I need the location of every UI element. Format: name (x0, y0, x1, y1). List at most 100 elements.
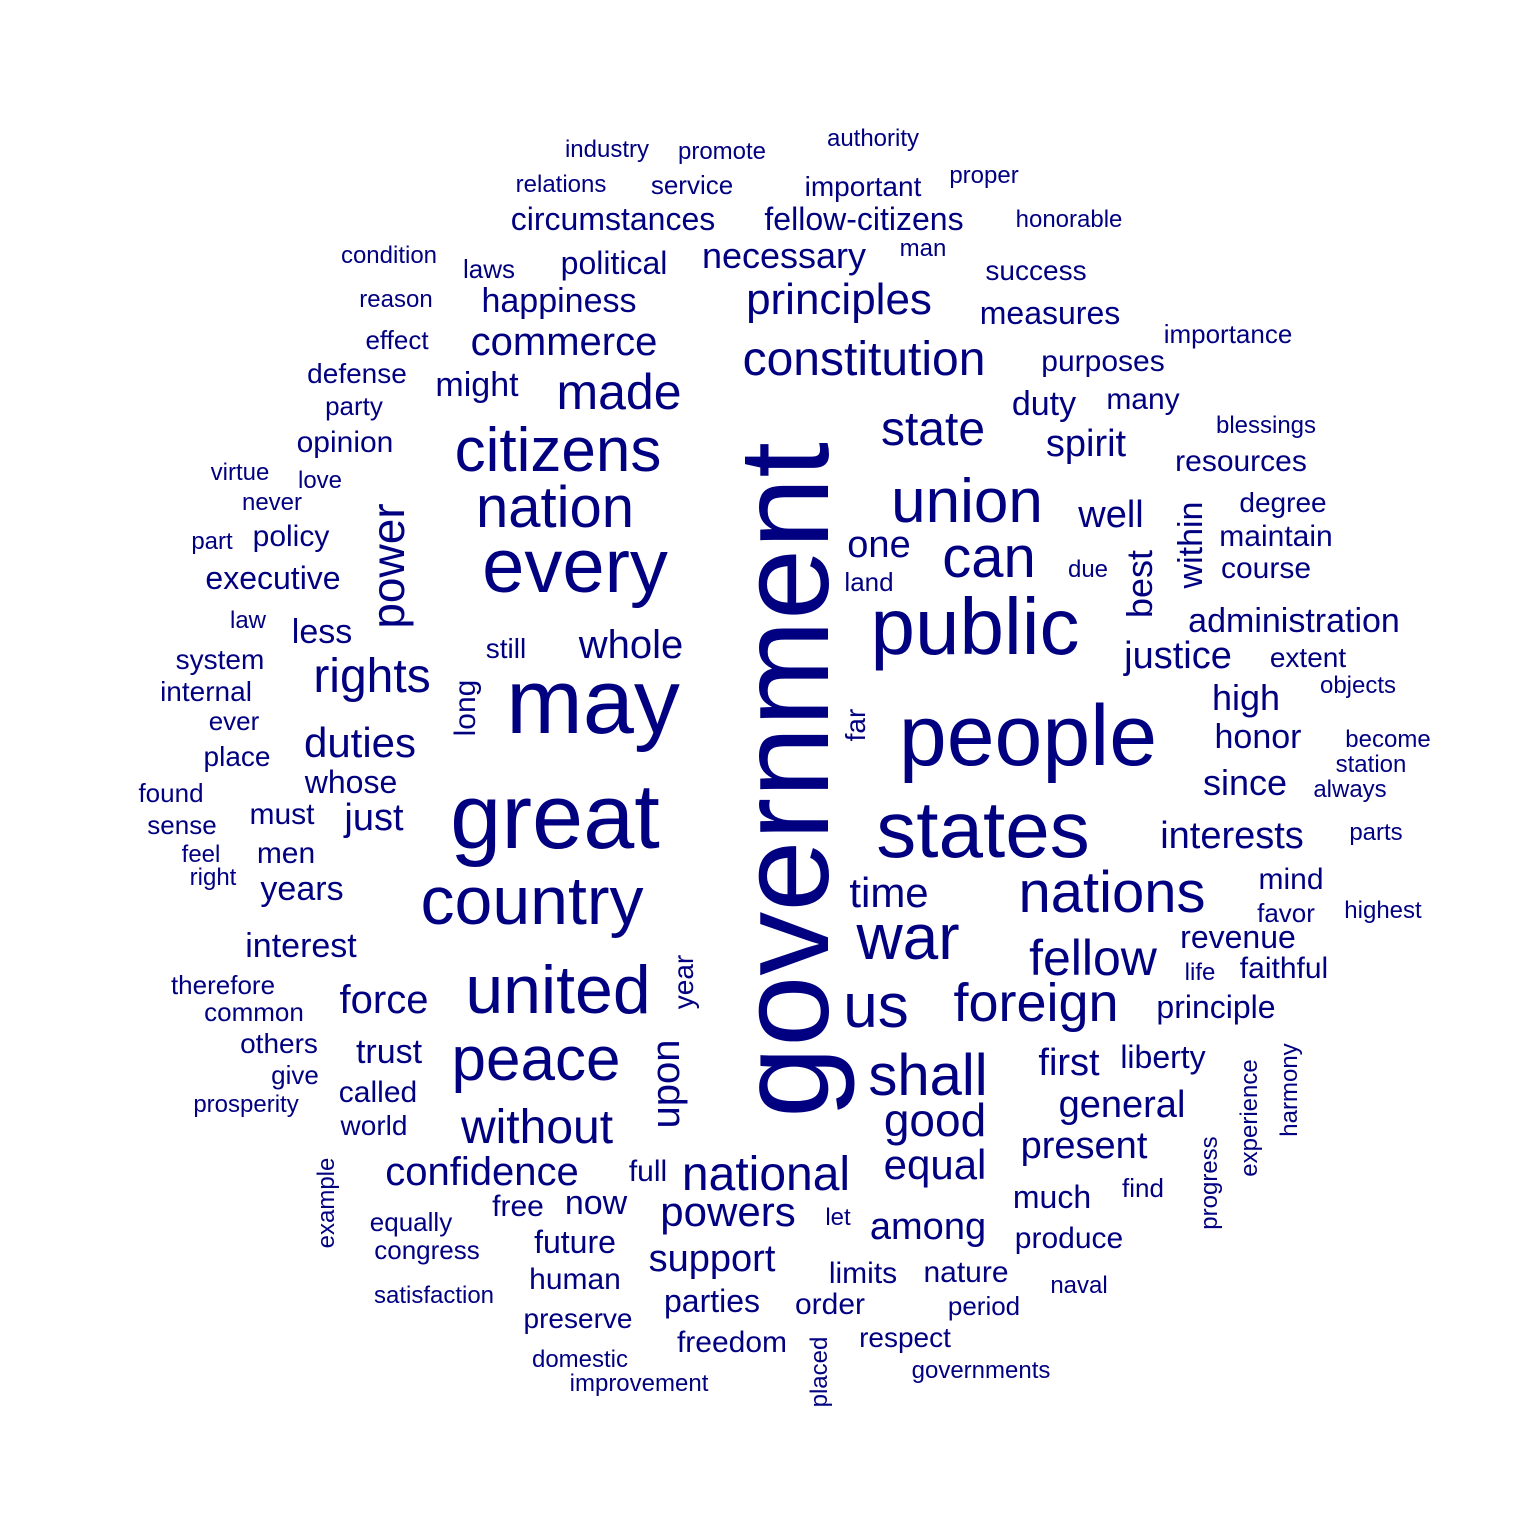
word-principles: principles (746, 275, 932, 324)
word-principle: principle (1156, 989, 1276, 1025)
word-party: party (325, 391, 383, 421)
word-shall: shall (868, 1043, 988, 1108)
word-public: public (870, 582, 1080, 671)
word-man: man (899, 235, 947, 262)
word-national: national (681, 1148, 851, 1201)
word-nations: nations (1018, 860, 1206, 925)
word-important: important (804, 171, 922, 202)
word-highest: highest (1344, 897, 1422, 924)
word-find: find (1122, 1173, 1164, 1203)
word-never: never (241, 489, 303, 516)
word-therefore: therefore (170, 970, 276, 1000)
word-circumstances: circumstances (510, 201, 716, 237)
word-states: states (876, 785, 1090, 874)
word-right: right (189, 864, 237, 891)
word-full: full (628, 1155, 668, 1188)
word-become: become (1345, 726, 1431, 753)
word-found: found (138, 778, 204, 808)
word-within: within (1172, 501, 1210, 589)
word-love: love (297, 467, 343, 494)
word-trust: trust (355, 1033, 423, 1071)
word-less: less (291, 613, 353, 651)
word-laws: laws (462, 254, 516, 284)
word-success: success (985, 255, 1087, 286)
word-reason: reason (359, 286, 433, 313)
word-freedom: freedom (676, 1326, 788, 1359)
word-internal: internal (160, 676, 252, 707)
word-condition: condition (340, 242, 438, 269)
word-present: present (1020, 1125, 1148, 1167)
word-objects: objects (1319, 672, 1397, 699)
word-world: world (340, 1110, 408, 1141)
word-feel: feel (181, 841, 221, 868)
word-parties: parties (663, 1283, 761, 1319)
word-law: law (229, 607, 267, 634)
word-one: one (847, 524, 911, 566)
word-nation: nation (475, 475, 635, 540)
word-due: due (1067, 556, 1109, 583)
word-proper: proper (949, 162, 1019, 189)
word-congress: congress (374, 1235, 480, 1265)
word-improvement: improvement (569, 1370, 709, 1397)
word-promote: promote (677, 138, 767, 165)
word-honorable: honorable (1015, 206, 1123, 233)
word-interests: interests (1160, 815, 1304, 857)
word-among: among (869, 1206, 987, 1248)
word-degree: degree (1239, 487, 1327, 518)
word-administration: administration (1188, 602, 1400, 640)
word-parts: parts (1349, 819, 1403, 846)
word-prosperity: prosperity (193, 1091, 299, 1118)
word-years: years (260, 870, 344, 908)
word-must: must (249, 798, 315, 831)
word-many: many (1106, 383, 1180, 416)
word-system: system (175, 644, 265, 675)
word-defense: defense (307, 358, 407, 389)
word-united: united (465, 952, 651, 1028)
word-equal: equal (883, 1141, 987, 1188)
word-always: always (1313, 776, 1387, 803)
word-long: long (449, 679, 482, 737)
word-respect: respect (859, 1322, 951, 1353)
word-duties: duties (303, 719, 417, 766)
word-effect: effect (365, 325, 429, 355)
word-opinion: opinion (296, 426, 394, 459)
word-naval: naval (1050, 1272, 1108, 1299)
word-place: place (203, 741, 271, 772)
word-future: future (534, 1224, 616, 1260)
word-harmony: harmony (1276, 1043, 1303, 1137)
word-us: us (843, 972, 909, 1041)
word-faithful: faithful (1239, 952, 1329, 985)
word-part: part (191, 528, 233, 555)
word-experience: experience (1236, 1059, 1263, 1177)
word-government: government (713, 442, 856, 1118)
word-period: period (947, 1291, 1021, 1321)
word-might: might (435, 366, 519, 404)
word-may: may (506, 651, 680, 753)
word-fellow: fellow (1029, 930, 1157, 986)
word-state: state (880, 403, 986, 456)
word-interest: interest (245, 927, 357, 965)
word-power: power (362, 503, 414, 629)
word-revenue: revenue (1180, 919, 1296, 955)
word-commerce: commerce (470, 320, 658, 364)
word-importance: importance (1163, 319, 1293, 349)
word-well: well (1078, 494, 1144, 536)
word-great: great (450, 766, 660, 868)
word-confidence: confidence (385, 1150, 579, 1194)
word-liberty: liberty (1120, 1039, 1206, 1075)
word-political: political (560, 245, 668, 281)
word-blessings: blessings (1215, 412, 1317, 439)
word-union: union (891, 467, 1043, 536)
word-powers: powers (660, 1188, 796, 1235)
word-foreign: foreign (953, 973, 1119, 1033)
word-still: still (485, 633, 527, 664)
word-duty: duty (1011, 385, 1077, 423)
word-produce: produce (1014, 1222, 1124, 1255)
word-best: best (1119, 549, 1160, 619)
word-equally: equally (369, 1207, 453, 1237)
word-high: high (1211, 677, 1281, 718)
word-far: far (840, 708, 871, 742)
word-governments: governments (911, 1357, 1051, 1384)
word-spirit: spirit (1045, 423, 1127, 465)
